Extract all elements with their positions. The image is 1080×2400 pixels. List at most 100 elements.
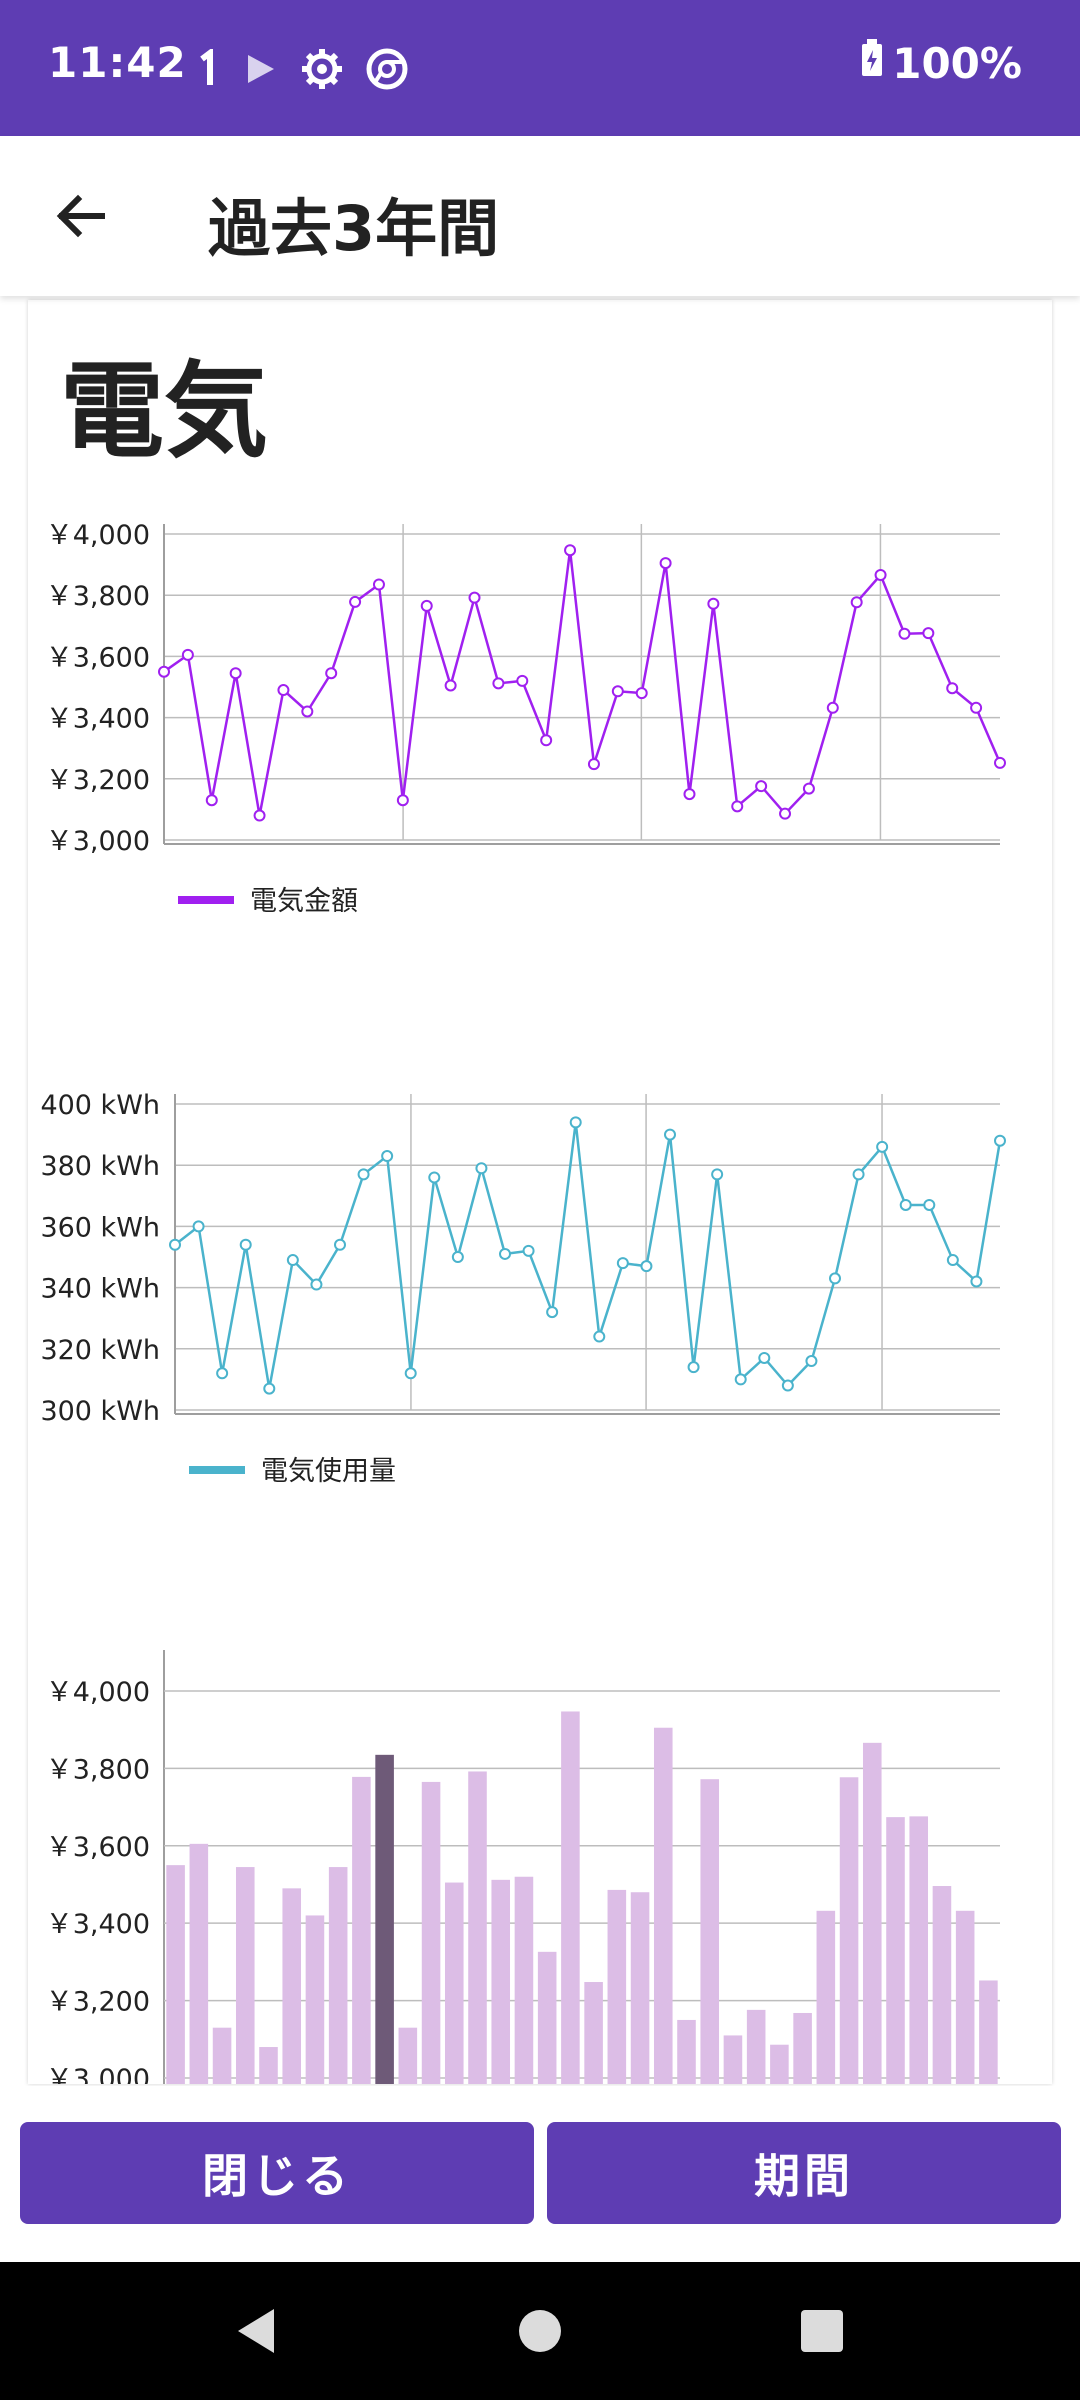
data-point — [216, 1367, 229, 1380]
data-point — [468, 591, 481, 604]
bar — [514, 1876, 534, 2084]
y-tick-label: 300 kWh — [40, 1396, 160, 1427]
data-point — [404, 1367, 417, 1380]
data-point — [829, 1272, 841, 1285]
bottom-action-bar: 閉じる 期間 — [0, 2086, 1080, 2262]
data-point — [805, 1355, 818, 1368]
bar — [561, 1711, 580, 2084]
y-tick-label: 400 kWh — [40, 1090, 160, 1121]
data-point — [451, 1251, 464, 1263]
bar — [723, 2035, 743, 2084]
bar — [886, 1817, 905, 2084]
data-point — [158, 665, 170, 678]
data-point — [707, 597, 720, 610]
y-tick-label: ￥4,000 — [46, 1677, 150, 1708]
data-point — [826, 701, 839, 714]
amount-bar-chart[interactable]: ￥4,000 ￥3,800 ￥3,600 ￥3,400 ￥3,200 ￥3,000 — [28, 1640, 1052, 2084]
nav-recents-button[interactable] — [762, 2262, 882, 2400]
data-point — [994, 756, 1006, 769]
bar — [259, 2047, 278, 2084]
data-point — [444, 679, 457, 692]
legend-label: 電気金額 — [250, 886, 358, 917]
bar — [816, 1910, 836, 2084]
data-point — [516, 674, 529, 687]
data-point — [755, 780, 768, 793]
data-point — [899, 1198, 912, 1211]
y-tick-label: ￥3,400 — [46, 1909, 150, 1940]
data-point — [239, 1238, 252, 1251]
bar — [793, 2012, 812, 2084]
data-point — [850, 596, 863, 609]
data-point — [286, 1254, 299, 1267]
bar — [352, 1776, 371, 2084]
data-point — [946, 1254, 959, 1267]
data-point — [781, 1379, 794, 1392]
amount-line-chart: ￥4,000 ￥3,800 ￥3,600 ￥3,400 ￥3,200 ￥3,000 電気金額 — [46, 520, 1006, 917]
data-point — [659, 557, 672, 570]
data-point — [734, 1373, 747, 1386]
status-bar: 11:42 100% — [0, 0, 1080, 136]
legend-swatch — [178, 896, 234, 904]
battery-percent: 100% — [892, 38, 1022, 88]
data-point — [334, 1238, 346, 1251]
bar — [955, 1910, 975, 2084]
data-point — [357, 1168, 370, 1181]
bar — [189, 1843, 209, 2084]
nav-back-button[interactable] — [196, 2262, 316, 2400]
bar — [235, 1867, 255, 2084]
data-point — [970, 701, 983, 714]
data-point — [876, 1140, 889, 1153]
bar — [862, 1742, 882, 2084]
bar — [398, 2027, 418, 2084]
bar — [468, 1771, 487, 2084]
battery-charging-icon — [860, 38, 884, 88]
bar — [839, 1777, 859, 2084]
data-point — [428, 1171, 441, 1184]
data-point — [540, 734, 553, 747]
data-point — [635, 687, 648, 700]
data-point — [874, 569, 887, 582]
back-button[interactable] — [40, 176, 120, 256]
data-point — [349, 595, 362, 608]
data-point — [611, 685, 624, 698]
y-tick-label: ￥3,000 — [46, 826, 150, 857]
bar — [305, 1915, 325, 2084]
y-tick-label: ￥3,600 — [46, 1832, 150, 1863]
bar — [770, 2044, 789, 2084]
bar — [212, 2027, 232, 2084]
data-point — [492, 677, 505, 690]
data-point — [994, 1134, 1006, 1147]
period-button[interactable]: 期間 — [547, 2122, 1061, 2224]
page-title: 過去3年間 — [208, 192, 500, 265]
data-point — [546, 1306, 559, 1319]
bar — [491, 1879, 511, 2084]
close-button[interactable]: 閉じる — [20, 2122, 534, 2224]
card-title: 電気 — [60, 350, 269, 472]
nav-home-button[interactable] — [480, 2262, 600, 2400]
data-point — [310, 1278, 323, 1291]
data-point — [325, 667, 338, 680]
bar — [630, 1892, 650, 2084]
data-point — [711, 1168, 724, 1181]
data-point — [192, 1220, 205, 1233]
data-point — [263, 1382, 276, 1395]
data-point — [852, 1168, 865, 1181]
data-point — [205, 794, 218, 807]
data-point — [569, 1116, 582, 1129]
bar — [932, 1886, 952, 2084]
system-nav-bar — [0, 2262, 1080, 2400]
data-point — [277, 684, 290, 697]
bar — [607, 1889, 627, 2084]
gear-icon — [300, 47, 344, 91]
data-point — [922, 627, 935, 640]
back-arrow-icon — [56, 194, 105, 238]
y-tick-label: 360 kWh — [40, 1212, 160, 1243]
usage-line-chart: 400 kWh 380 kWh 360 kWh 340 kWh 320 kWh 300 k… — [40, 1090, 1006, 1487]
bar — [444, 1882, 464, 2084]
bar — [166, 1865, 185, 2084]
electricity-card[interactable]: 電気 ￥4,000 ￥3,800 ￥3,600 ￥3,400 ￥3,200 ￥3,000 電… — [28, 300, 1052, 2084]
bar — [677, 2019, 696, 2084]
chrome-icon — [366, 48, 408, 90]
y-tick-label: 320 kWh — [40, 1335, 160, 1366]
status-icons — [196, 44, 408, 94]
